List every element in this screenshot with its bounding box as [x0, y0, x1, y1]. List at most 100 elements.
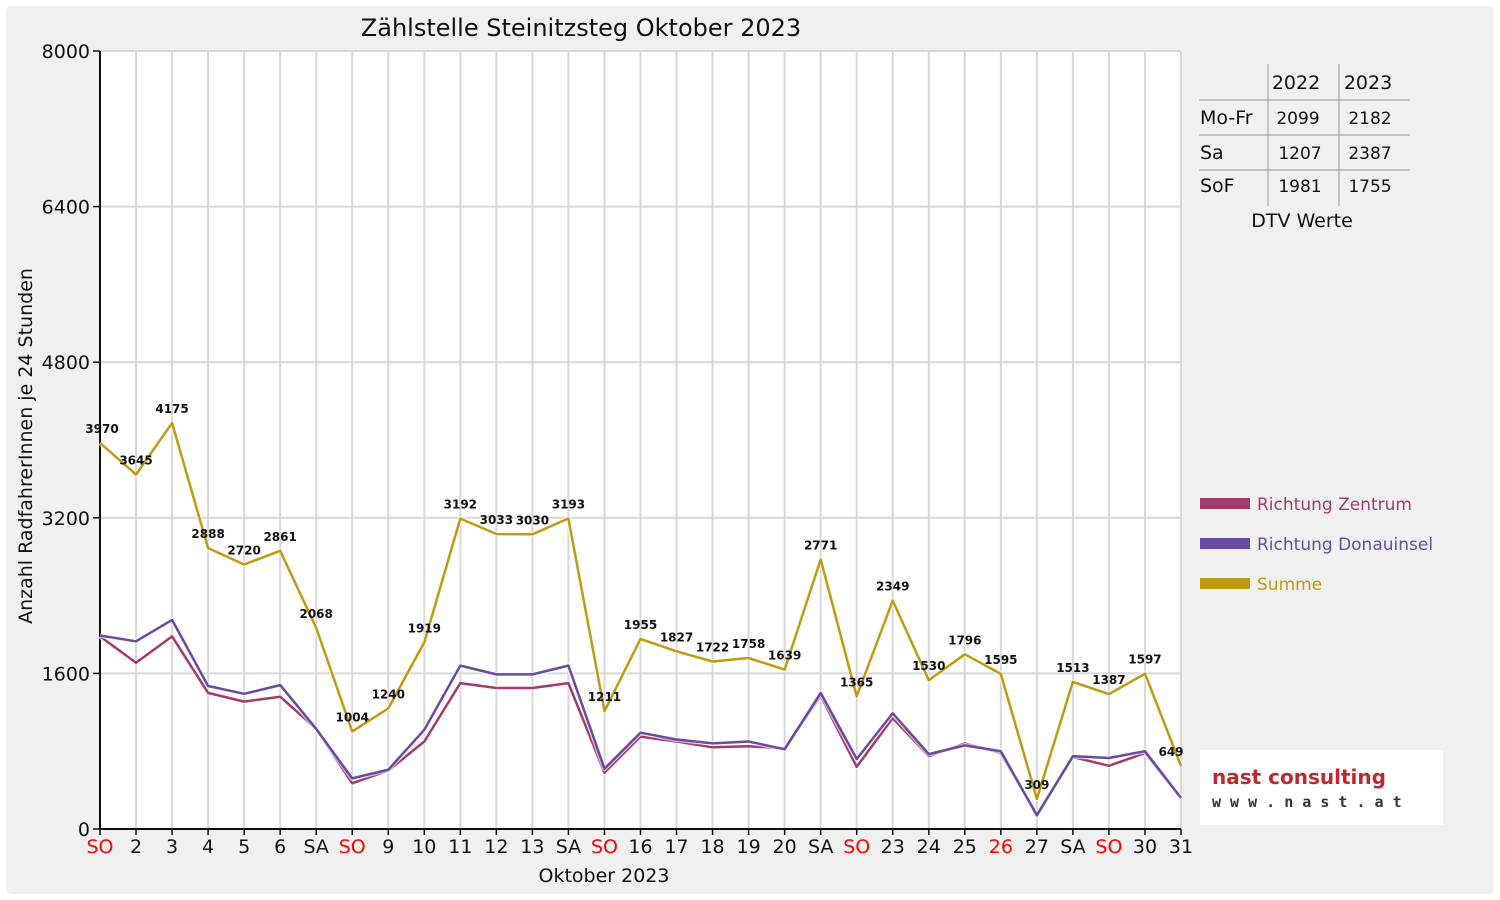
data-label: 1597	[1128, 653, 1161, 667]
x-tick-label: SA	[303, 836, 328, 858]
data-label: 1387	[1092, 673, 1125, 687]
series-line-donauinsel	[99, 618, 1182, 817]
y-tick-label: 6400	[42, 197, 90, 219]
data-label: 649	[1158, 745, 1183, 759]
series-lines	[98, 420, 1184, 818]
dtv-row-label: Mo-Fr	[1200, 107, 1253, 129]
x-tick-label: 6	[274, 836, 286, 858]
legend-swatch-donauinsel	[1200, 538, 1250, 549]
x-tick-label: 17	[664, 836, 688, 858]
legend-swatch-zentrum	[1200, 498, 1250, 509]
y-ticks: 0 1600 3200 4800 6400 8000	[42, 41, 90, 841]
data-label: 1955	[624, 618, 657, 632]
data-label: 1827	[660, 630, 693, 644]
data-label: 3645	[119, 454, 152, 468]
x-tick-label: SO	[843, 836, 870, 858]
x-tick-label: 10	[412, 836, 436, 858]
data-label: 1796	[948, 633, 981, 647]
x-tick-label: SO	[591, 836, 618, 858]
chart-frame: 0 1600 3200 4800 6400 8000 SO 2 3 4 5 6 SA SO 9 10 11 12…	[6, 6, 1494, 894]
y-tick-label: 0	[78, 819, 90, 841]
legend-swatch-summe	[1200, 578, 1250, 589]
dtv-cell: 2387	[1348, 144, 1391, 164]
series-line-summe	[99, 421, 1183, 801]
x-tick-label: 2	[130, 836, 142, 858]
data-label: 2771	[804, 539, 837, 553]
x-tick-label: 4	[202, 836, 214, 858]
dtv-cell: 1981	[1278, 177, 1321, 197]
data-label: 1639	[768, 649, 801, 663]
data-label: 3192	[444, 498, 477, 512]
data-label: 1240	[372, 687, 405, 701]
x-axis-label: Oktober 2023	[539, 865, 670, 887]
data-label: 1758	[732, 637, 765, 651]
x-tick-label: 31	[1169, 836, 1193, 858]
data-label: 3033	[480, 513, 513, 527]
x-tick-label: 16	[628, 836, 652, 858]
x-tick-label: 30	[1133, 836, 1157, 858]
data-label: 2349	[876, 580, 909, 594]
nast-consulting-logo: nast consulting w w w . n a s t . a t	[1200, 750, 1443, 825]
y-tick-label: 1600	[42, 663, 90, 685]
chart-title: Zählstelle Steinitzsteg Oktober 2023	[361, 14, 801, 42]
x-tick-label: 20	[773, 836, 797, 858]
x-tick-label: 23	[881, 836, 905, 858]
x-tick-label: SO	[86, 836, 113, 858]
x-tick-label: SO	[1095, 836, 1122, 858]
data-label: 2720	[227, 543, 260, 557]
dtv-table: 2022 2023 Mo-Fr 2099 2182 Sa 1207 2387 S…	[1199, 64, 1410, 232]
y-tick-label: 4800	[42, 352, 90, 374]
logo-box	[1200, 750, 1443, 825]
x-tick-label: SA	[808, 836, 833, 858]
legend-label-summe: Summe	[1257, 575, 1322, 595]
data-label: 2068	[299, 607, 332, 621]
y-tick-label: 8000	[42, 41, 90, 63]
x-tick-label: 12	[484, 836, 508, 858]
legend: Richtung Zentrum Richtung Donauinsel Sum…	[1200, 495, 1433, 595]
data-label: 1513	[1056, 661, 1089, 675]
data-label: 1365	[840, 675, 873, 689]
x-tick-label: 19	[737, 836, 761, 858]
x-tick-label: 24	[917, 836, 941, 858]
y-axis-label: Anzahl RadfahrerInnen je 24 Stunden	[15, 268, 37, 624]
x-tick-label: 3	[166, 836, 178, 858]
legend-label-donauinsel: Richtung Donauinsel	[1257, 535, 1433, 555]
x-tick-label: 26	[989, 836, 1013, 858]
data-label: 1211	[588, 690, 621, 704]
data-label: 2888	[191, 527, 224, 541]
y-tick-label: 3200	[42, 508, 90, 530]
x-tick-label: SO	[339, 836, 366, 858]
data-label: 1595	[984, 653, 1017, 667]
data-label: 1530	[912, 659, 945, 673]
data-label: 4175	[155, 402, 188, 416]
dtv-row-label: SoF	[1200, 175, 1235, 197]
logo-brand: nast consulting	[1212, 765, 1386, 789]
data-label: 1919	[408, 621, 441, 635]
dtv-row-label: Sa	[1200, 142, 1224, 164]
dtv-cell: 1207	[1278, 144, 1321, 164]
x-tick-label: 9	[382, 836, 394, 858]
x-tick-label: 13	[520, 836, 544, 858]
data-label: 1722	[696, 641, 729, 655]
dtv-col-2022: 2022	[1272, 72, 1320, 94]
x-tick-label: 25	[953, 836, 977, 858]
x-tick-label: SA	[556, 836, 581, 858]
x-tick-label: 27	[1025, 836, 1049, 858]
x-tick-label: 5	[238, 836, 250, 858]
data-label: 1004	[336, 710, 369, 724]
data-label: 2861	[263, 530, 296, 544]
dtv-cell: 2182	[1348, 109, 1391, 129]
dtv-cell: 2099	[1276, 109, 1319, 129]
data-label: 3193	[552, 497, 585, 511]
data-label: 309	[1024, 778, 1049, 792]
logo-url: w w w . n a s t . a t	[1212, 793, 1402, 811]
grid	[99, 50, 1182, 830]
dtv-col-2023: 2023	[1344, 72, 1392, 94]
x-tick-label: 11	[448, 836, 472, 858]
dtv-caption: DTV Werte	[1251, 210, 1353, 232]
axes	[93, 50, 1182, 835]
data-label: 3970	[85, 422, 118, 436]
dtv-cell: 1755	[1348, 177, 1391, 197]
x-tick-label: SA	[1060, 836, 1085, 858]
